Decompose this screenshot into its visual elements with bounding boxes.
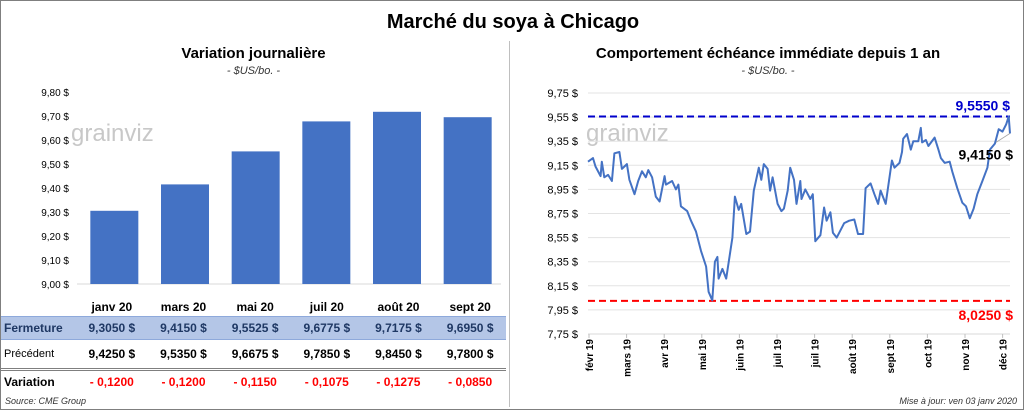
bar: [302, 121, 351, 285]
right-chart-title: Comportement échéance immédiate depuis 1…: [595, 45, 941, 62]
page-title: Marché du soya à Chicago: [386, 11, 640, 33]
cell: 9,3050 $: [76, 316, 148, 340]
cell: 9,5525 $: [219, 316, 291, 340]
cell: 9,4150 $: [147, 316, 220, 340]
column-header: sept 20: [449, 300, 491, 314]
y-tick-label: 9,75 $: [547, 88, 578, 100]
column-header: janv 20: [91, 300, 133, 314]
y-tick-label: 9,10 $: [41, 256, 69, 267]
last-value-label: 9,4150 $: [959, 146, 1014, 162]
y-tick-label: 8,15 $: [547, 281, 578, 293]
left-chart-title: Variation journalière: [181, 45, 326, 62]
cell: 9,7800 $: [434, 339, 506, 371]
y-tick-label: 9,20 $: [41, 232, 69, 243]
row-label: Fermeture: [1, 316, 76, 340]
column-header: mars 20: [160, 300, 207, 314]
x-tick-label: août 19: [848, 339, 859, 374]
bar: [90, 210, 139, 284]
x-tick-label: juil 19: [773, 339, 784, 369]
left-chart-unit: - $US/bo. -: [226, 65, 281, 77]
cell: - 0,1075: [304, 375, 349, 389]
y-tick-label: 9,60 $: [41, 136, 69, 147]
x-tick-label: oct 19: [923, 339, 934, 368]
x-tick-label: déc 19: [999, 339, 1010, 371]
source-note: Source: CME Group: [5, 396, 87, 406]
line-chart: grainviz 7,75 $ 7,95 $ 8,15 $ 8,35 $ 8,55 $ 8,…: [547, 88, 1014, 377]
y-tick-label: 8,95 $: [547, 184, 578, 196]
update-note: Mise à jour: ven 03 janv 2020: [899, 396, 1017, 406]
cell: 9,6950 $: [434, 316, 506, 340]
x-tick-label: mars 19: [623, 339, 634, 377]
table-header-row: janv 20 mars 20 mai 20 juil 20 août 20 s…: [1, 298, 506, 317]
last-value-leader: [995, 133, 1011, 143]
y-tick-label: 8,35 $: [547, 257, 578, 269]
y-tick-label: 9,70 $: [41, 112, 69, 123]
cell: 9,6675 $: [219, 339, 291, 371]
cell: 9,8450 $: [362, 339, 435, 371]
y-tick-label: 7,95 $: [547, 305, 578, 317]
bar: [161, 184, 209, 284]
y-tick-label: 8,75 $: [547, 209, 578, 221]
y-tick-label: 9,50 $: [41, 160, 69, 171]
cell: 9,4250 $: [76, 339, 148, 371]
cell: 9,5350 $: [147, 339, 220, 371]
bar-chart: grainviz 9,00 $ 9,10 $ 9,20 $ 9,30 $ 9,40 $ 9,…: [41, 88, 501, 291]
watermark-logo: grainviz: [586, 120, 669, 147]
cell: - 0,1275: [376, 375, 421, 389]
y-tick-label: 9,00 $: [41, 280, 69, 291]
y-tick-label: 8,55 $: [547, 233, 578, 245]
y-tick-label: 9,35 $: [547, 136, 578, 148]
cell: 9,7175 $: [362, 316, 435, 340]
y-tick-label: 9,80 $: [41, 88, 69, 99]
x-tick-label: nov 19: [961, 339, 972, 371]
column-header: août 20: [377, 300, 420, 314]
bar: [443, 117, 492, 284]
column-header: juil 20: [309, 300, 344, 314]
y-tick-label: 9,40 $: [41, 184, 69, 195]
table-row-fermeture: Fermeture 9,3050 $ 9,4150 $ 9,5525 $ 9,6…: [1, 316, 506, 340]
table-row-variation: Variation - 0,1200 - 0,1200 - 0,1150 - 0…: [1, 370, 506, 394]
y-tick-label: 9,15 $: [547, 160, 578, 172]
panel-divider: [509, 41, 510, 407]
price-line: [587, 115, 1011, 302]
low-value-label: 8,0250 $: [959, 307, 1014, 323]
contract-table: janv 20 mars 20 mai 20 juil 20 août 20 s…: [1, 298, 506, 393]
y-tick-label: 9,30 $: [41, 208, 69, 219]
table-row-precedent: Précédent 9,4250 $ 9,5350 $ 9,6675 $ 9,7…: [1, 339, 506, 371]
y-tick-label: 7,75 $: [547, 329, 578, 341]
high-value-label: 9,5550 $: [956, 97, 1011, 113]
right-chart-unit: - $US/bo. -: [741, 65, 795, 77]
cell: - 0,1200: [89, 375, 134, 389]
row-label: Précédent: [1, 339, 76, 371]
x-tick-label: sept 19: [886, 339, 897, 374]
bar: [373, 111, 421, 284]
y-tick-label: 9,55 $: [547, 112, 578, 124]
bar: [231, 151, 280, 284]
cell: - 0,1200: [161, 375, 206, 389]
x-tick-label: mai 19: [698, 339, 709, 371]
cell: 9,6775 $: [290, 316, 363, 340]
cell: - 0,0850: [448, 375, 493, 389]
row-label: Variation: [4, 375, 55, 389]
x-tick-label: févr 19: [585, 339, 596, 372]
x-tick-label: juil 19: [811, 339, 822, 369]
x-tick-label: avr 19: [660, 339, 671, 368]
cell: 9,7850 $: [290, 339, 363, 371]
watermark-logo: grainviz: [71, 120, 154, 147]
column-header: mai 20: [236, 300, 274, 314]
cell: - 0,1150: [233, 375, 277, 389]
x-tick-label: juin 19: [735, 339, 746, 372]
